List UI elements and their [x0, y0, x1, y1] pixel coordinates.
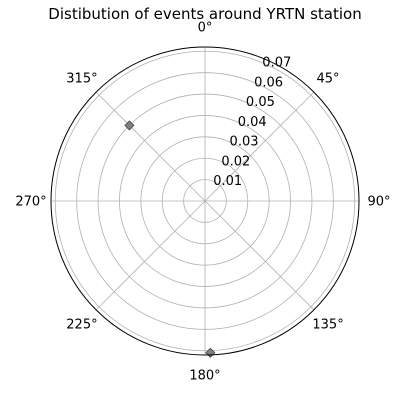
- theta-tick-label: 225°: [66, 318, 97, 333]
- r-gridline-6: [54, 50, 356, 352]
- r-gridline-2: [140, 136, 270, 266]
- r-gridline-3: [119, 115, 291, 287]
- theta-tick-label: 315°: [66, 71, 97, 86]
- data-points: [124, 120, 216, 358]
- polar-grid: [51, 47, 359, 355]
- theta-tick-label: 45°: [317, 71, 340, 86]
- theta-tick-labels: 0° 45° 90° 135° 180° 225° 270° 315°: [15, 21, 390, 384]
- theta-tick-label: 135°: [312, 318, 343, 333]
- chart-title: Distibution of events around YRTN statio…: [48, 5, 361, 23]
- r-tick-label: 0.07: [262, 56, 291, 71]
- r-tick-label: 0.04: [238, 115, 267, 130]
- r-tick-label: 0.01: [213, 174, 242, 189]
- data-point-1: [205, 347, 216, 358]
- theta-tick-label: 0°: [198, 21, 213, 36]
- r-gridline-1: [161, 157, 249, 245]
- theta-tick-label: 270°: [15, 195, 46, 210]
- r-tick-label: 0.03: [230, 135, 259, 150]
- r-gridline-0: [183, 179, 227, 223]
- r-gridline-4: [97, 93, 313, 309]
- r-tick-label: 0.02: [221, 154, 250, 169]
- r-tick-label: 0.06: [254, 75, 283, 90]
- r-tick-label: 0.05: [246, 95, 275, 110]
- r-gridline-5: [76, 72, 334, 330]
- theta-gridline-3: [204, 200, 315, 311]
- data-point-0: [124, 120, 135, 131]
- radial-tick-labels: 0.01 0.02 0.03 0.04 0.05 0.06 0.07: [213, 56, 291, 190]
- polar-frame: [50, 46, 360, 356]
- theta-tick-label: 180°: [189, 369, 220, 384]
- theta-tick-label: 90°: [367, 195, 390, 210]
- theta-gridline-5: [95, 200, 206, 311]
- theta-gridline-7: [95, 91, 206, 202]
